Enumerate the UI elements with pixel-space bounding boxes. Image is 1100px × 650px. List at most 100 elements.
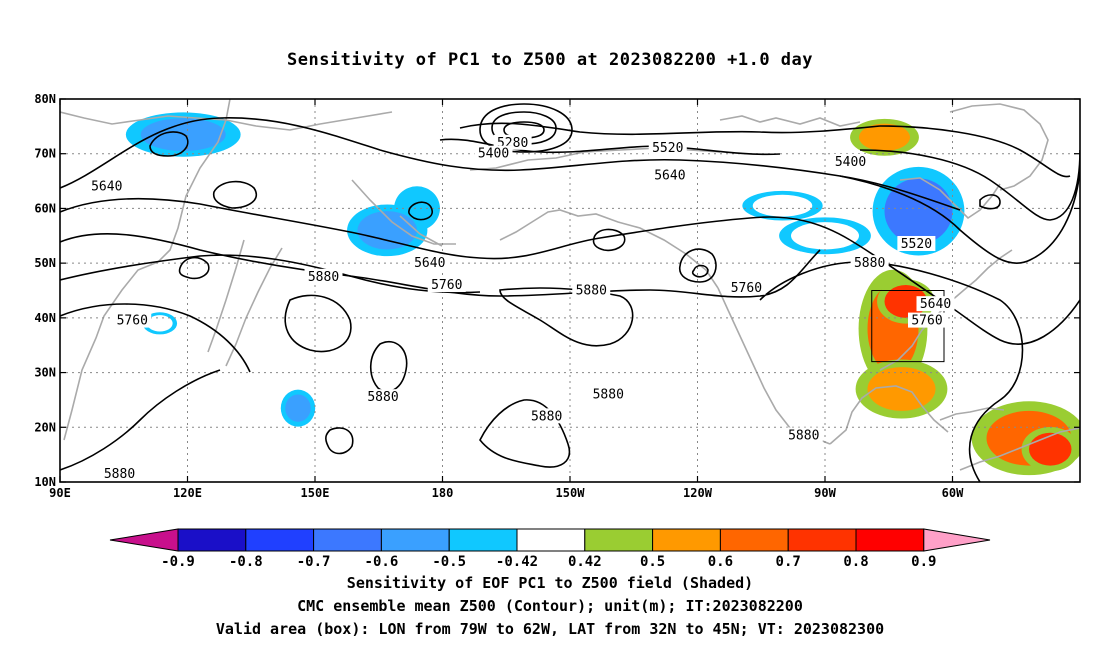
contour-5880-central (499, 287, 634, 347)
contour-label-bg (831, 153, 870, 169)
colorbar-label: -0.8 (229, 554, 263, 570)
chart-title: Sensitivity of PC1 to Z500 at 2023082200… (286, 50, 813, 70)
contour-5880-west (60, 254, 481, 294)
coast-greenland (949, 103, 1049, 191)
contour-label-bg (572, 282, 611, 298)
coast-arctic-islands (719, 115, 861, 127)
shade-region (791, 222, 859, 250)
shade-region (752, 194, 813, 217)
colorbar-label: -0.6 (365, 554, 399, 570)
contour-label-bg (113, 312, 152, 328)
contour-label: 5760 (911, 314, 942, 329)
colorbar-segment (313, 528, 382, 552)
shade-region (867, 367, 936, 411)
contour-label-bg (474, 145, 513, 161)
contour-5880-south-left (325, 427, 354, 455)
shade-region (285, 394, 311, 422)
coast-alaska (499, 209, 719, 289)
contour-5760 (60, 233, 821, 298)
colorbar: -0.9 -0.8 -0.7 -0.6 -0.5 -0.42 0.42 0.5 0.6 0.7 0.… (109, 528, 991, 570)
contour-label: 5760 (117, 314, 148, 329)
contour-cell-130w-inner (691, 264, 709, 278)
shade-region (859, 123, 910, 151)
contour-label: 5880 (308, 270, 339, 285)
coast-north-america-west (717, 287, 831, 445)
contour-label: 5640 (654, 169, 685, 184)
footer-line-1: Sensitivity of EOF PC1 to Z500 field (Sh… (346, 574, 754, 592)
contour-greenland-low (979, 194, 1001, 210)
shade-region (147, 315, 173, 332)
colorbar-segment (584, 528, 654, 552)
lon-tick-label: 150W (556, 486, 586, 500)
coast-south-america (959, 427, 1080, 471)
lon-tick-label: 90W (814, 486, 836, 500)
contour-label: 5400 (835, 155, 866, 170)
contour-label: 5640 (920, 297, 951, 312)
colorbar-right-arrow (923, 528, 991, 552)
contour-label: 5520 (652, 141, 683, 156)
lat-tick-label: 60N (34, 201, 56, 215)
contour-label: 5880 (593, 387, 624, 402)
contour-label-bg (364, 389, 402, 405)
contour-label-bg (908, 312, 946, 328)
coast-kamchatka (351, 179, 456, 247)
colorbar-segment (719, 528, 789, 552)
colorbar-segment (652, 528, 721, 552)
contour-cell-177 (178, 256, 210, 280)
contour-label: 5880 (576, 284, 607, 299)
contour-5880-small (369, 341, 408, 393)
contour-label: 5880 (367, 390, 398, 405)
contour-label-bg (410, 255, 449, 271)
lat-tick-label: 70N (34, 147, 56, 161)
contour-label: 5760 (731, 281, 762, 296)
lat-tick-label: 10N (34, 475, 56, 489)
lon-tick-label: 90E (49, 486, 71, 500)
shade-region (357, 211, 417, 250)
colorbar-segment (245, 528, 315, 552)
contour-label: 5640 (414, 256, 445, 271)
contour-atlantic-ridge (759, 261, 1024, 482)
contour-atlantic-trough-1 (839, 169, 1080, 265)
colorbar-segment (380, 528, 450, 552)
contour-low-120e (149, 131, 189, 157)
contour-label-bg (100, 465, 139, 481)
contour-label-bg (850, 255, 889, 271)
contour-label-bg (87, 178, 126, 194)
contour-label: 5520 (901, 237, 932, 252)
contour-label-bg (727, 279, 766, 295)
colorbar-label: 0.9 (911, 554, 936, 570)
contour-label: 5640 (91, 180, 122, 195)
lon-tick-label: 60W (942, 486, 964, 500)
colorbar-segment (177, 528, 247, 552)
colorbar-segment (787, 528, 857, 552)
coast-caribbean (939, 407, 1005, 421)
footer-line-2: CMC ensemble mean Z500 (Contour); unit(m… (297, 597, 803, 615)
lon-tick-label: 120W (683, 486, 713, 500)
colorbar-label: -0.42 (496, 554, 538, 570)
map-gridlines (60, 99, 1080, 482)
contour-atlantic-5760 (849, 239, 1080, 345)
contour-label-bg (916, 296, 955, 312)
colorbar-segment (855, 528, 925, 552)
contour-label-bg (784, 427, 823, 443)
contour-label: 5400 (478, 147, 509, 162)
colorbar-label: 0.6 (708, 554, 733, 570)
contour-label-bg (650, 167, 689, 183)
contour-5880-south (60, 369, 221, 471)
contour-label-bg (589, 386, 628, 402)
coast-gulf (829, 385, 949, 445)
lon-tick-label: 120E (173, 486, 202, 500)
contour-5640-mid (60, 197, 851, 260)
contour-label-bg (427, 277, 466, 293)
sensitivity-shading (125, 112, 1080, 476)
contour-cell-130w (678, 248, 717, 283)
shade-region (884, 178, 953, 244)
colorbar-label: -0.5 (432, 554, 466, 570)
contour-label: 5880 (788, 428, 819, 443)
colorbar-label: 0.42 (568, 554, 602, 570)
contour-label: 5880 (854, 256, 885, 271)
contour-low-kamchatka (408, 201, 433, 221)
contour-label-bg (897, 235, 936, 251)
colorbar-segment (516, 528, 586, 552)
